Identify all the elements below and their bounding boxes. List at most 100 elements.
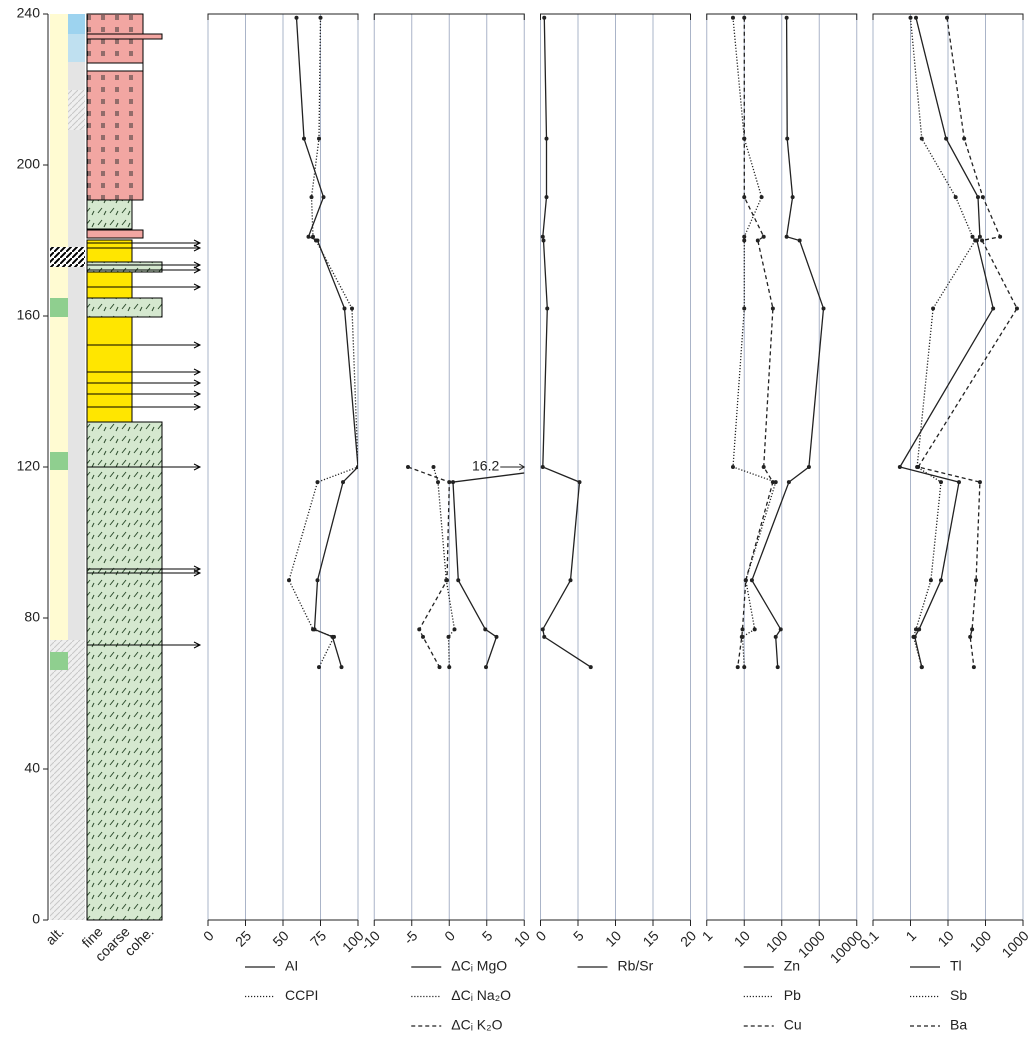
plot [287,16,360,669]
series-line [453,467,571,667]
point [981,195,985,199]
plot [541,16,593,669]
point [589,665,593,669]
point [436,480,440,484]
y-tick-label: 240 [17,5,41,21]
point [569,465,573,469]
point [753,627,757,631]
point [954,195,958,199]
point [787,480,791,484]
x-tick-label: 0 [441,927,458,944]
point [447,635,451,639]
point [939,480,943,484]
point [316,480,320,484]
point [785,16,789,20]
point [779,627,783,631]
x-tick-label: 1000 [795,927,828,960]
point [742,239,746,243]
point [791,195,795,199]
point [742,665,746,669]
series-line [918,18,1017,667]
point [762,235,766,239]
point [731,16,735,20]
y-tick-label: 0 [32,911,40,927]
point [978,480,982,484]
point [968,635,972,639]
point [287,578,291,582]
x-tick-label: 0.1 [857,927,882,952]
x-tick-label: 10 [602,927,624,949]
point [317,137,321,141]
point [911,635,915,639]
point [445,578,449,582]
point [451,480,455,484]
annotation: 16.2 [472,458,499,474]
point [545,306,549,310]
point [322,195,326,199]
series-line [297,18,359,667]
point [980,239,984,243]
point [740,635,744,639]
point [785,235,789,239]
legend-label: Sb [950,987,967,1003]
point [495,635,499,639]
point [542,16,546,20]
point [760,195,764,199]
point [456,578,460,582]
legend-label: Pb [784,987,801,1003]
point [970,627,974,631]
point [939,578,943,582]
point [978,235,982,239]
x-tick-label: 50 [269,927,291,949]
point [742,306,746,310]
plot [898,16,1019,669]
annotation-arrow [500,464,524,470]
point [822,306,826,310]
point [541,465,545,469]
x-tick-label: 100 [966,927,994,955]
point [310,195,314,199]
point [341,480,345,484]
point [545,137,549,141]
point [762,465,766,469]
point [920,665,924,669]
point [742,235,746,239]
point [972,665,976,669]
point [798,239,802,243]
point [973,239,977,243]
point [350,306,354,310]
x-tick-label: 20 [677,927,699,949]
point [542,239,546,243]
point [914,627,918,631]
point [771,480,775,484]
point [944,137,948,141]
point [545,195,549,199]
point [991,306,995,310]
legend-label: ΔCᵢ Na₂O [451,987,511,1003]
point [332,635,336,639]
point [731,465,735,469]
x-tick-label: 5 [570,927,587,944]
plot [731,16,826,669]
x-tick-label: 10000 [827,927,866,966]
point [311,627,315,631]
x-tick-label: 10 [511,927,533,949]
point [340,665,344,669]
x-tick-label: 10 [731,927,753,949]
y-tick-label: 40 [24,760,40,776]
x-tick-label: 10 [934,927,956,949]
point [742,16,746,20]
point [998,235,1002,239]
x-tick-label: 0 [200,927,217,944]
x-tick-label: 1 [902,927,919,944]
point [750,578,754,582]
point [438,665,442,669]
point [914,16,918,20]
series-line [752,18,824,667]
point [945,16,949,20]
legend-label: Cu [784,1017,802,1033]
point [744,578,748,582]
point [542,635,546,639]
x-tick-label: 1 [699,927,716,944]
point [807,465,811,469]
